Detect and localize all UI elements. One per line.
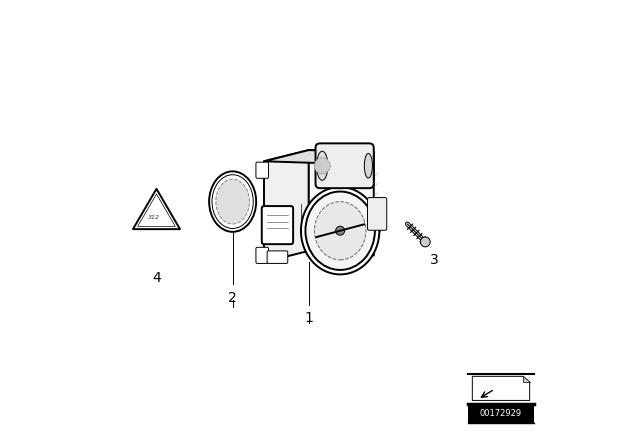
Circle shape	[314, 158, 330, 174]
FancyBboxPatch shape	[267, 251, 288, 263]
Polygon shape	[523, 376, 530, 382]
Text: 2: 2	[228, 291, 237, 305]
Ellipse shape	[305, 192, 375, 270]
Text: 1: 1	[305, 311, 313, 325]
FancyBboxPatch shape	[262, 206, 293, 244]
Ellipse shape	[364, 153, 372, 178]
Text: 00172929: 00172929	[480, 409, 522, 418]
Ellipse shape	[209, 171, 256, 232]
Ellipse shape	[212, 175, 253, 228]
Circle shape	[420, 237, 430, 247]
FancyBboxPatch shape	[367, 198, 387, 230]
Circle shape	[336, 226, 345, 235]
Bar	[468, 405, 534, 423]
Text: 312: 312	[148, 215, 160, 220]
Ellipse shape	[317, 151, 328, 180]
Text: 4: 4	[152, 271, 161, 285]
Polygon shape	[472, 376, 530, 401]
Polygon shape	[264, 150, 374, 164]
FancyBboxPatch shape	[316, 143, 374, 188]
Polygon shape	[138, 194, 175, 226]
Ellipse shape	[314, 202, 366, 260]
Text: 3: 3	[430, 253, 438, 267]
Polygon shape	[133, 189, 180, 229]
Polygon shape	[264, 150, 309, 262]
Polygon shape	[309, 150, 374, 255]
Ellipse shape	[301, 187, 380, 274]
FancyBboxPatch shape	[256, 162, 269, 178]
Ellipse shape	[216, 179, 250, 224]
FancyBboxPatch shape	[256, 247, 269, 263]
